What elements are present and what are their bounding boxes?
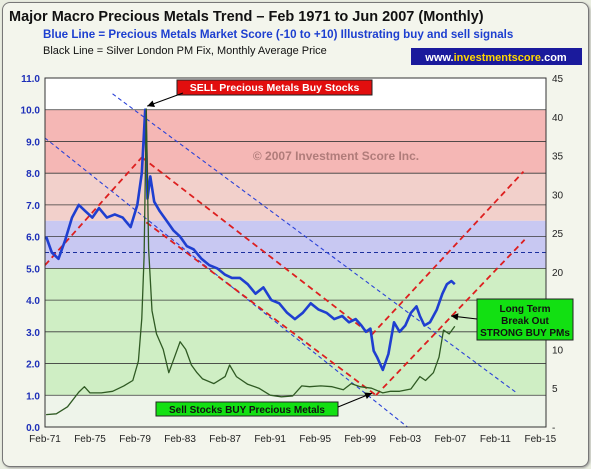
watermark: © 2007 Investment Score Inc. xyxy=(253,149,419,163)
sell-signal-arrow-head xyxy=(147,100,155,108)
url-badge[interactable]: www.investmentscore.com xyxy=(411,48,582,65)
x-tick-label: Feb-91 xyxy=(254,434,286,445)
trend-line-5 xyxy=(370,170,525,336)
url-badge-prefix: www. xyxy=(424,52,453,64)
trend-lines xyxy=(45,93,526,427)
band-1 xyxy=(45,173,546,221)
chart: Major Macro Precious Metals Trend – Feb … xyxy=(9,9,582,445)
plot-border xyxy=(44,77,547,428)
x-tick-label: Feb-99 xyxy=(344,434,376,445)
x-tick-label: Feb-11 xyxy=(480,434,511,445)
y-left-tick-label: 1.0 xyxy=(26,391,40,402)
breakout-box xyxy=(476,298,574,341)
trend-line-3 xyxy=(141,156,373,336)
y-right-tick-label: 45 xyxy=(552,74,564,85)
series-line-0 xyxy=(44,108,456,372)
y-left-tick-label: 6.0 xyxy=(26,233,40,244)
trend-line-2 xyxy=(45,156,143,266)
annotations: SELL Precious Metals Buy Stocks Sell Stoc… xyxy=(147,79,574,417)
y-right-tick-label: 35 xyxy=(552,152,564,163)
x-tick-label: Feb-87 xyxy=(209,434,241,445)
y-right-tick-label: 20 xyxy=(552,268,564,279)
series-line-1 xyxy=(46,108,456,416)
buy-signal-box xyxy=(155,401,339,417)
svg-text:www.investmentscore.com: www.investmentscore.com xyxy=(424,52,567,64)
breakout-label-line: Long Term xyxy=(500,304,551,315)
x-tick-label: Feb-15 xyxy=(525,434,557,445)
chart-subtitle-black: Black Line = Silver London PM Fix, Month… xyxy=(43,45,327,57)
breakout-label-line: STRONG BUY PMs xyxy=(480,328,570,339)
tick-labels: 0.0 1.0 2.0 3.0 4.0 5.0 6.0 7.0 8.0 9.0 10.0 11.0 - 5… xyxy=(21,74,564,445)
y-left-tick-label: 10.0 xyxy=(21,106,41,117)
y-right-tick-label: 10 xyxy=(552,345,564,356)
plot-area xyxy=(44,77,547,428)
y-left-tick-label: 8.0 xyxy=(26,169,40,180)
x-tick-label: Feb-71 xyxy=(29,434,61,445)
x-tick-label: Feb-79 xyxy=(119,434,151,445)
y-right-tick-label: 40 xyxy=(552,113,564,124)
sell-signal-label: SELL Precious Metals Buy Stocks xyxy=(190,82,360,94)
chart-subtitle-blue: Blue Line = Precious Metals Market Score… xyxy=(43,28,513,41)
breakout-label-line: Break Out xyxy=(501,316,549,327)
y-left-tick-label: 7.0 xyxy=(26,201,40,212)
x-tick-label: Feb-75 xyxy=(74,434,106,445)
y-left-tick-label: 4.0 xyxy=(26,296,40,307)
trend-line-0 xyxy=(45,137,409,427)
y-right-tick-label: 25 xyxy=(552,229,564,240)
x-tick-label: Feb-83 xyxy=(164,434,196,445)
breakout-arrow-head xyxy=(451,313,459,321)
y-right-tick-label: 30 xyxy=(552,190,564,201)
url-badge-brand: investmentscore xyxy=(454,52,541,64)
y-left-tick-label: 2.0 xyxy=(26,360,40,371)
y-left-tick-label: 0.0 xyxy=(26,423,40,434)
y-left-tick-label: 11.0 xyxy=(21,74,40,85)
y-right-tick-label: 5 xyxy=(552,384,558,395)
chart-title: Major Macro Precious Metals Trend – Feb … xyxy=(9,9,484,25)
sell-signal-box xyxy=(176,79,373,96)
y-left-tick-label: 9.0 xyxy=(26,137,40,148)
x-tick-label: Feb-95 xyxy=(299,434,331,445)
y-left-tick-label: 5.0 xyxy=(26,264,40,275)
y-right-tick-label: - xyxy=(552,423,555,434)
buy-signal-arrow-head xyxy=(364,392,372,399)
trend-line-4 xyxy=(145,221,377,396)
buy-signal-label: Sell Stocks BUY Precious Metals xyxy=(169,405,325,416)
url-badge-suffix: .com xyxy=(541,52,567,64)
x-tick-label: Feb-03 xyxy=(389,434,421,445)
band-2 xyxy=(45,220,546,269)
x-tick-label: Feb-07 xyxy=(434,434,466,445)
trend-line-6 xyxy=(375,239,526,396)
y-left-tick-label: 3.0 xyxy=(26,328,40,339)
